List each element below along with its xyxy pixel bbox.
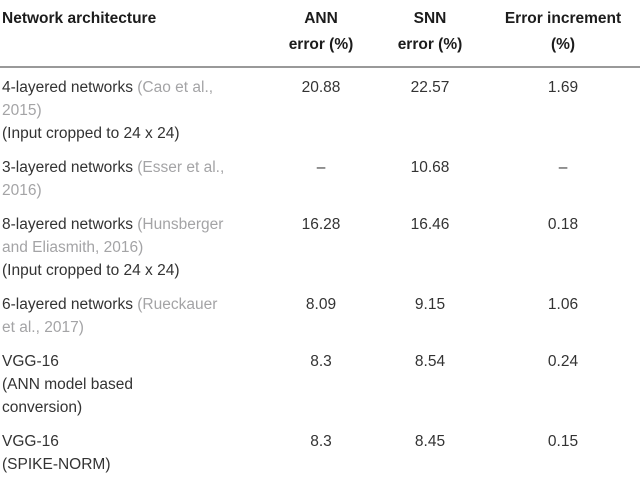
architecture-line: conversion): [2, 396, 268, 419]
snn-error-value: 16.46: [410, 216, 450, 233]
architecture-text: conversion): [2, 399, 83, 416]
citation-link[interactable]: (Rueckauer: [137, 296, 218, 313]
architecture-cell: 6-layered networks (Rueckauer et al., 201…: [0, 285, 268, 342]
table-body: 4-layered networks (Cao et al., 2015) (Inp…: [0, 67, 640, 479]
architecture-line: 4-layered networks (Cao et al.,: [2, 76, 268, 99]
header-line: ANN: [304, 10, 338, 27]
citation-link[interactable]: (Cao et al.,: [137, 79, 214, 96]
architecture-text: 3-layered networks: [2, 159, 138, 176]
architecture-cell: VGG-16 (SPIKE-NORM): [0, 422, 268, 479]
snn-error-value: 8.45: [414, 433, 446, 450]
citation-link[interactable]: (Esser et al.,: [137, 159, 225, 176]
snn-error-value: 9.15: [414, 296, 446, 313]
architecture-text: 4-layered networks: [2, 79, 138, 96]
table-row: VGG-16 (ANN model based conversion) 8.3 8.54…: [0, 342, 640, 422]
architecture-line: 6-layered networks (Rueckauer: [2, 293, 268, 316]
citation-link[interactable]: 2016): [2, 182, 42, 199]
column-header-error-increment: Error increment (%): [486, 0, 640, 68]
citation-link[interactable]: et al., 2017): [2, 319, 84, 336]
table-row: 6-layered networks (Rueckauer et al., 201…: [0, 285, 640, 342]
column-header-network-architecture: Network architecture: [0, 0, 268, 68]
architecture-line: (ANN model based: [2, 373, 268, 396]
snn-error-value: 8.54: [414, 353, 446, 370]
table-header: Network architecture ANN error (%) SNN error…: [0, 0, 640, 68]
column-header-ann-error: ANN error (%): [268, 0, 374, 68]
architecture-cell: 3-layered networks (Esser et al., 2016): [0, 148, 268, 205]
ann-error-value: 16.28: [301, 216, 341, 233]
citation-link[interactable]: (Hunsberger: [137, 216, 224, 233]
error-increment-value: 0.18: [547, 216, 579, 233]
architecture-text: (SPIKE-NORM): [2, 456, 111, 473]
architecture-cell: 4-layered networks (Cao et al., 2015) (Inp…: [0, 67, 268, 148]
citation-link[interactable]: 2015): [2, 102, 42, 119]
header-line: Network architecture: [2, 10, 157, 27]
architecture-text: (ANN model based: [2, 376, 133, 393]
architecture-line: (SPIKE-NORM): [2, 453, 268, 476]
error-increment-value: –: [558, 159, 568, 176]
citation-link[interactable]: and Eliasmith, 2016): [2, 239, 144, 256]
table-row: 4-layered networks (Cao et al., 2015) (Inp…: [0, 67, 640, 148]
header-row: Network architecture ANN error (%) SNN error…: [0, 0, 640, 68]
table-row: VGG-16 (SPIKE-NORM) 8.3 8.45 0.15: [0, 422, 640, 479]
architecture-line: and Eliasmith, 2016): [2, 236, 268, 259]
architecture-text: 6-layered networks: [2, 296, 138, 313]
architecture-line: VGG-16: [2, 350, 268, 373]
ann-error-value: –: [316, 159, 326, 176]
architecture-line: (Input cropped to 24 x 24): [2, 122, 268, 145]
architecture-cell: 8-layered networks (Hunsberger and Eliasm…: [0, 205, 268, 285]
header-line: Error increment: [504, 10, 622, 27]
snn-error-value: 10.68: [410, 159, 450, 176]
table-row: 8-layered networks (Hunsberger and Eliasm…: [0, 205, 640, 285]
ann-error-value: 8.3: [310, 353, 332, 370]
architecture-line: 3-layered networks (Esser et al.,: [2, 156, 268, 179]
header-line: error (%): [288, 36, 354, 53]
architecture-line: 8-layered networks (Hunsberger: [2, 213, 268, 236]
architecture-line: et al., 2017): [2, 316, 268, 339]
header-line: (%): [550, 36, 576, 53]
architecture-text: 8-layered networks: [2, 216, 138, 233]
table-row: 3-layered networks (Esser et al., 2016) – 1…: [0, 148, 640, 205]
ann-error-value: 20.88: [301, 79, 341, 96]
header-line: error (%): [397, 36, 463, 53]
error-increment-value: 0.24: [547, 353, 579, 370]
architecture-line: 2016): [2, 179, 268, 202]
architecture-cell: VGG-16 (ANN model based conversion): [0, 342, 268, 422]
ann-error-value: 8.3: [310, 433, 332, 450]
error-increment-value: 1.69: [547, 79, 579, 96]
error-increment-value: 1.06: [547, 296, 579, 313]
architecture-text: (Input cropped to 24 x 24): [2, 262, 180, 279]
column-header-snn-error: SNN error (%): [374, 0, 486, 68]
error-increment-value: 0.15: [547, 433, 579, 450]
ann-error-value: 8.09: [305, 296, 337, 313]
architecture-line: VGG-16: [2, 430, 268, 453]
architecture-text: (Input cropped to 24 x 24): [2, 125, 180, 142]
architecture-line: 2015): [2, 99, 268, 122]
architecture-text: VGG-16: [2, 353, 59, 370]
snn-error-value: 22.57: [410, 79, 450, 96]
architecture-text: VGG-16: [2, 433, 59, 450]
header-line: SNN: [413, 10, 447, 27]
architecture-line: (Input cropped to 24 x 24): [2, 259, 268, 282]
